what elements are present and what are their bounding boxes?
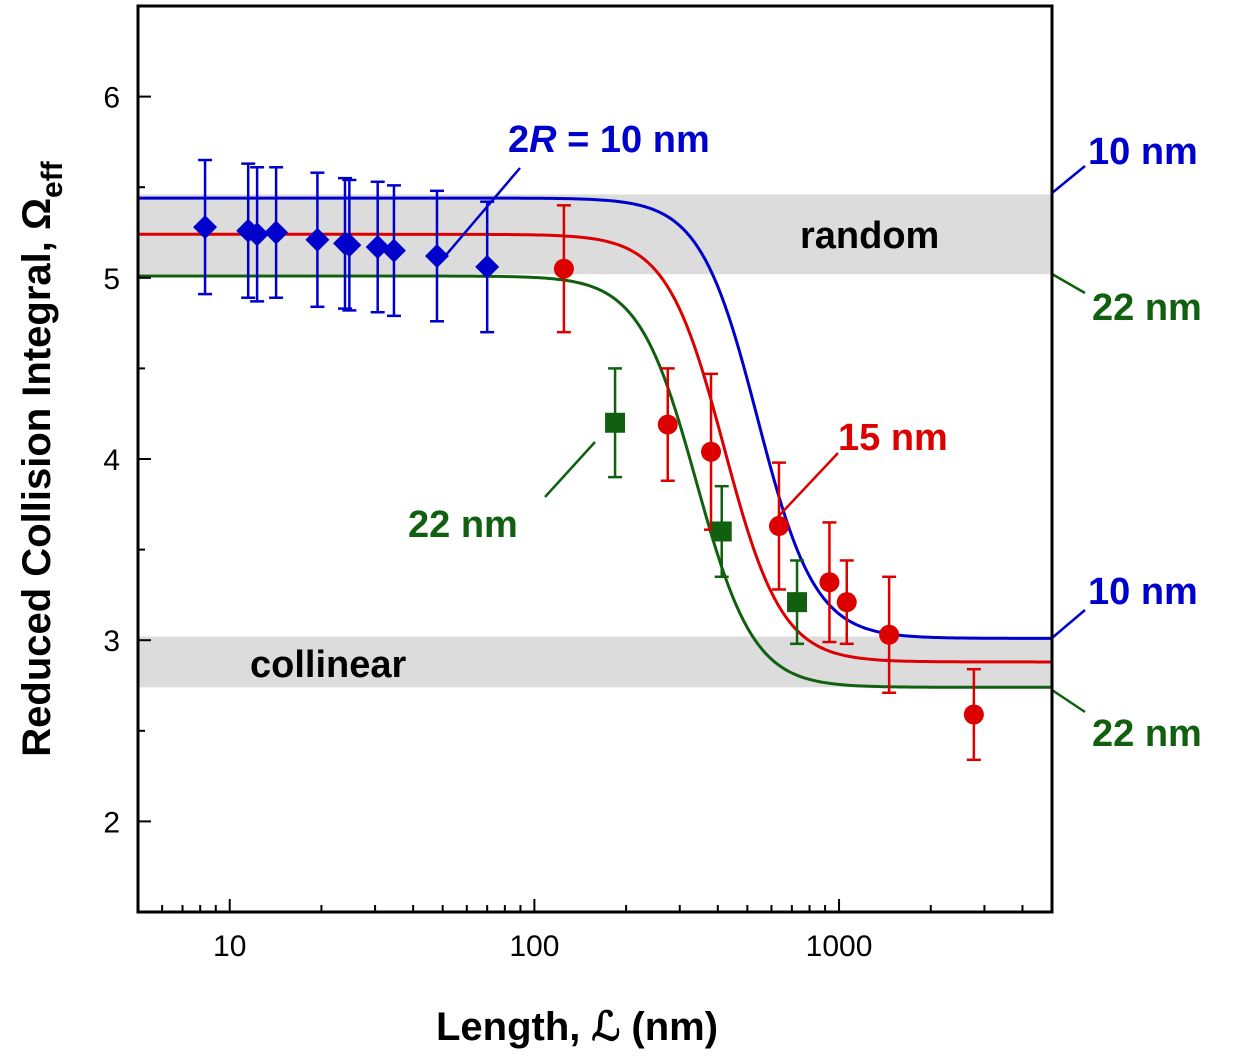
data-point-red-2 [701, 372, 722, 531]
y-tick-label: 3 [103, 625, 120, 658]
marker-circle [768, 516, 789, 537]
band-label-collinear: collinear [250, 644, 406, 686]
data-point-blue-4 [305, 171, 330, 309]
marker-circle [553, 258, 574, 279]
y-tick-label: 5 [103, 263, 120, 296]
data-point-blue-2 [245, 166, 270, 303]
marker-square [711, 521, 732, 542]
leader-blue-main [445, 167, 521, 256]
marker-circle [657, 414, 678, 435]
y-tick-label: 4 [103, 444, 120, 477]
data-point-red-5 [836, 559, 857, 646]
marker-diamond [245, 222, 270, 247]
data-point-green-1 [711, 484, 732, 579]
annotation-leaders [445, 165, 1086, 714]
annotation-right-bottom-green: 22 nm [1092, 713, 1202, 755]
marker-diamond [424, 244, 449, 269]
marker-diamond [264, 220, 289, 245]
data-point-red-3 [768, 461, 789, 591]
annotation-green-mid: 22 nm [408, 504, 518, 546]
data-point-blue-3 [264, 166, 289, 299]
marker-circle [819, 572, 840, 593]
x-tick-label: 1000 [806, 930, 873, 963]
y-axis-title-text: Reduced Collision Integral, Ωeff [15, 160, 69, 756]
annotation-blue-main-italic: R [529, 119, 557, 161]
leader-green-mid [544, 441, 596, 498]
leader-right-bottom-blue [1051, 609, 1086, 639]
fit-curve-blue [138, 196, 1052, 640]
data-point-blue-6 [337, 178, 362, 312]
data-point-red-1 [657, 367, 678, 482]
data-point-green-2 [787, 559, 808, 646]
leader-right-top-green [1051, 272, 1086, 295]
fit-curve-red [138, 232, 1052, 664]
annotation-blue-main-prefix: 2 [508, 119, 529, 161]
marker-diamond [305, 227, 330, 252]
annotation-blue-main: 2R = 10 nm [508, 119, 710, 161]
leader-right-top-blue [1051, 165, 1086, 194]
y-tick-label: 2 [103, 806, 120, 839]
marker-diamond [337, 233, 362, 258]
y-axis-title: Reduced Collision Integral, Ωeff [15, 160, 69, 756]
data-point-green-0 [605, 367, 626, 479]
marker-square [787, 592, 808, 613]
x-tick-label: 10 [213, 930, 246, 963]
marker-circle [879, 624, 900, 645]
marker-circle [701, 441, 722, 462]
data-points [193, 158, 984, 762]
data-point-blue-8 [381, 184, 406, 318]
data-point-red-4 [819, 521, 840, 644]
fit-curves [138, 196, 1052, 689]
fit-curve-green [138, 274, 1052, 689]
marker-diamond [365, 234, 390, 259]
marker-diamond [381, 238, 406, 263]
annotation-blue-main-rest: = 10 nm [557, 119, 710, 161]
annotation-red-mid: 15 nm [838, 417, 948, 459]
annotation-right-top-blue: 10 nm [1088, 131, 1198, 173]
annotation-right-bottom-blue: 10 nm [1088, 571, 1198, 613]
data-point-red-6 [879, 575, 900, 694]
marker-diamond [475, 254, 500, 279]
data-point-blue-0 [193, 158, 218, 296]
leader-right-bottom-green [1051, 688, 1086, 714]
annotation-right-top-green: 22 nm [1092, 287, 1202, 329]
leader-red-mid [774, 452, 839, 521]
data-point-blue-7 [365, 180, 390, 314]
marker-square [605, 412, 626, 433]
marker-diamond [193, 215, 218, 240]
data-point-blue-9 [424, 189, 449, 323]
band-label-random: random [800, 215, 939, 257]
y-axis-title-main: Reduced Collision Integral, Ω [15, 198, 59, 757]
y-axis-title-subscript: eff [36, 160, 69, 198]
marker-circle [836, 592, 857, 613]
y-tick-label: 6 [103, 82, 120, 115]
axis-ticks: 10 100 1000 2 3 4 5 6 [103, 82, 1053, 963]
data-point-red-0 [553, 204, 574, 334]
x-tick-label: 100 [509, 930, 559, 963]
marker-circle [963, 704, 984, 725]
x-axis-title: Length, ℒ (nm) [436, 1005, 718, 1049]
data-point-red-7 [963, 667, 984, 762]
data-point-blue-10 [475, 200, 500, 334]
